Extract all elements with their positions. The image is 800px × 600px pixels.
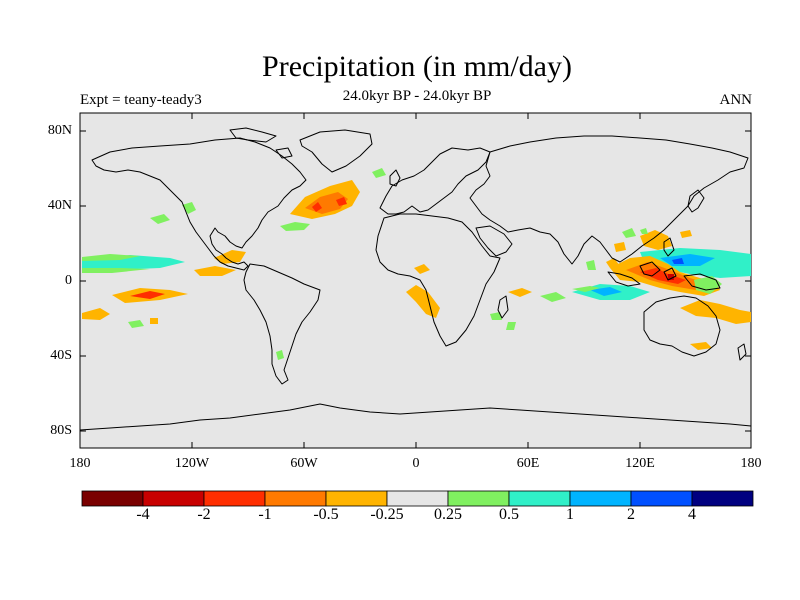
coastline-uk: [389, 169, 401, 187]
coastline-new-guinea: [683, 273, 721, 291]
colorbar-cell: [203, 490, 266, 507]
colorbar-cell: [447, 490, 510, 507]
colorbar: [81, 490, 754, 507]
anomaly-patch: [606, 258, 620, 268]
colorbar-label: 1: [566, 506, 574, 523]
experiment-label: Expt = teany-teady3: [80, 92, 202, 108]
colorbar-label: 0.25: [434, 506, 462, 523]
anomaly-patch: [312, 202, 322, 212]
colorbar-label: -2: [197, 506, 211, 523]
colorbar-cell: [264, 490, 327, 507]
anomaly-patch: [640, 228, 648, 234]
colorbar-label: -0.25: [370, 506, 404, 523]
season-label: ANN: [719, 92, 753, 108]
anomaly-patch: [572, 286, 600, 292]
colorbar-label: -1: [258, 506, 272, 523]
anomaly-patch: [614, 242, 626, 252]
anomaly-patch: [82, 254, 140, 261]
coastline-madagascar: [497, 295, 509, 319]
anomaly-patch: [406, 285, 440, 318]
coastline-japan: [687, 189, 705, 213]
lon-label: 120E: [625, 456, 655, 471]
anomaly-patch: [622, 228, 636, 238]
colorbar-cell: [691, 490, 754, 507]
coastline-asia: [469, 135, 749, 265]
colorbar-cell: [325, 490, 388, 507]
coastline-philippines: [663, 237, 675, 257]
anomaly-patch: [150, 318, 158, 324]
anomaly-patch: [506, 322, 516, 330]
coastlines: [79, 127, 752, 431]
anomaly-patch: [150, 214, 170, 224]
coastline-greenland: [299, 129, 373, 173]
anomaly-patch: [490, 312, 502, 320]
anomaly-patch: [276, 350, 284, 360]
lat-label: 40N: [47, 198, 72, 213]
coastline-europe: [379, 147, 491, 215]
anomaly-patch: [508, 288, 532, 297]
map-title: Precipitation (in mm/day): [262, 50, 572, 83]
anomaly-patch: [182, 202, 196, 214]
anomaly-patch: [82, 268, 150, 273]
anomaly-patch: [690, 342, 712, 350]
colorbar-cell: [508, 490, 571, 507]
anomaly-patch: [672, 258, 684, 264]
coastline-indonesia: [639, 261, 661, 277]
coastline-north-america: [91, 137, 307, 271]
time-range-label: 24.0kyr BP - 24.0kyr BP: [342, 88, 492, 104]
anomaly-patch: [668, 274, 674, 280]
lat-label: 80N: [47, 123, 72, 138]
colorbar-label: 2: [627, 506, 635, 523]
coastline-arctic-islands: [229, 127, 277, 143]
anomaly-patch: [590, 287, 622, 296]
colorbar-label: 4: [688, 506, 696, 523]
colorbar-cell: [81, 490, 144, 507]
lon-label: 180: [740, 456, 762, 471]
coastline-new-zealand: [737, 343, 747, 361]
coastline-indonesia: [663, 267, 677, 281]
coastline-indonesia: [607, 271, 641, 287]
anomaly-patch: [694, 276, 722, 294]
coastline-arabia: [475, 225, 513, 257]
coastline-antarctica: [79, 403, 752, 431]
lat-label: 80S: [50, 423, 72, 438]
anomaly-patch: [82, 308, 110, 320]
coastline-australia: [643, 295, 721, 357]
anomaly-patch: [586, 260, 596, 270]
colorbar-label: 0.5: [499, 506, 519, 523]
lon-label: 180: [69, 456, 91, 471]
colorbar-cell: [630, 490, 693, 507]
lon-label: 60W: [290, 456, 318, 471]
anomaly-patch: [640, 268, 686, 284]
anomaly-patch: [128, 320, 144, 328]
anomaly-patch: [540, 292, 566, 302]
lon-label: 120W: [174, 456, 210, 471]
anomaly-patch: [214, 250, 246, 264]
colorbar-cell: [386, 490, 449, 507]
colorbar-cell: [142, 490, 205, 507]
lon-label: 60E: [516, 456, 540, 471]
coastline-africa: [375, 213, 501, 347]
anomaly-patch: [680, 300, 751, 324]
anomaly-patch: [336, 197, 347, 206]
anomaly-patch: [372, 168, 386, 178]
lat-label: 40S: [50, 348, 72, 363]
colorbar-label: -0.5: [313, 506, 339, 523]
colorbar-label: -4: [136, 506, 150, 523]
lat-label: 0: [65, 273, 72, 288]
lon-label: 0: [412, 456, 420, 471]
anomaly-patch: [414, 264, 430, 274]
anomaly-patch: [680, 230, 692, 238]
anomaly-patch: [280, 222, 310, 231]
coastline-south-america: [243, 263, 321, 385]
coastline-arctic-islands: [275, 147, 293, 159]
colorbar-cell: [569, 490, 632, 507]
anomaly-patch: [130, 291, 165, 299]
anomaly-patch: [194, 266, 236, 276]
axis-ticks: [80, 113, 751, 448]
